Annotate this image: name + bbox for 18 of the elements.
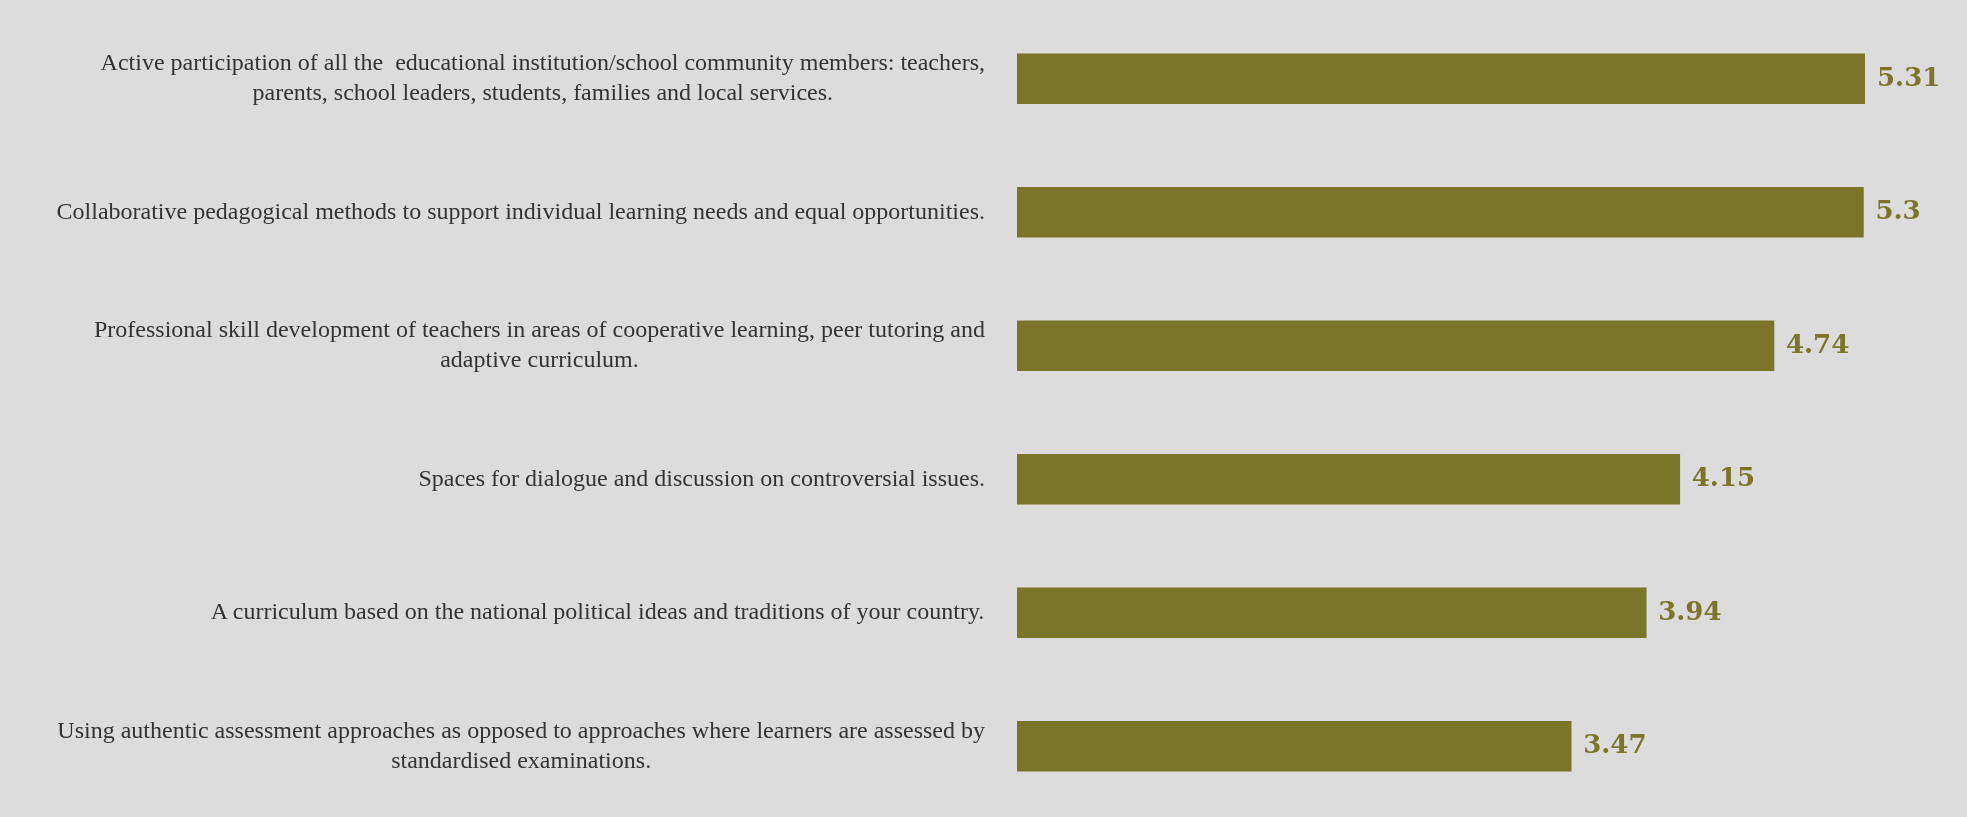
data-label: 3.94 — [1658, 595, 1722, 626]
data-label: 3.47 — [1583, 729, 1647, 759]
data-label: 5.31 — [1877, 61, 1941, 92]
data-label: 4.15 — [1691, 462, 1756, 492]
bar — [1017, 320, 1775, 372]
bar — [1017, 453, 1681, 505]
y-tick-label: Collaborative pedagogical methods to support individual learning needs and equal opportunities. — [56, 197, 985, 224]
y-tick-label: Using authentic assessment approaches as opposed to approaches where learners are assessed by standardised examinations. — [57, 716, 985, 773]
data-label: 5.3 — [1875, 195, 1921, 225]
y-tick-label: A curriculum based on the national political ideas and traditions of your country. — [210, 598, 985, 625]
bar — [1017, 720, 1572, 772]
bar — [1017, 186, 1864, 238]
data-label: 4.74 — [1785, 328, 1850, 359]
bar — [1017, 53, 1865, 105]
y-tick-label: Spaces for dialogue and discussion on controversial issues. — [418, 464, 985, 491]
y-tick-label: Professional skill development of teachers in areas of cooperative learning, peer tutoring and adaptive curriculum. — [93, 316, 985, 373]
bar — [1017, 587, 1647, 639]
y-tick-label: Active participation of all the educational institution/school community members: teachers, parents, school leaders, students, families and local services. — [100, 49, 986, 106]
